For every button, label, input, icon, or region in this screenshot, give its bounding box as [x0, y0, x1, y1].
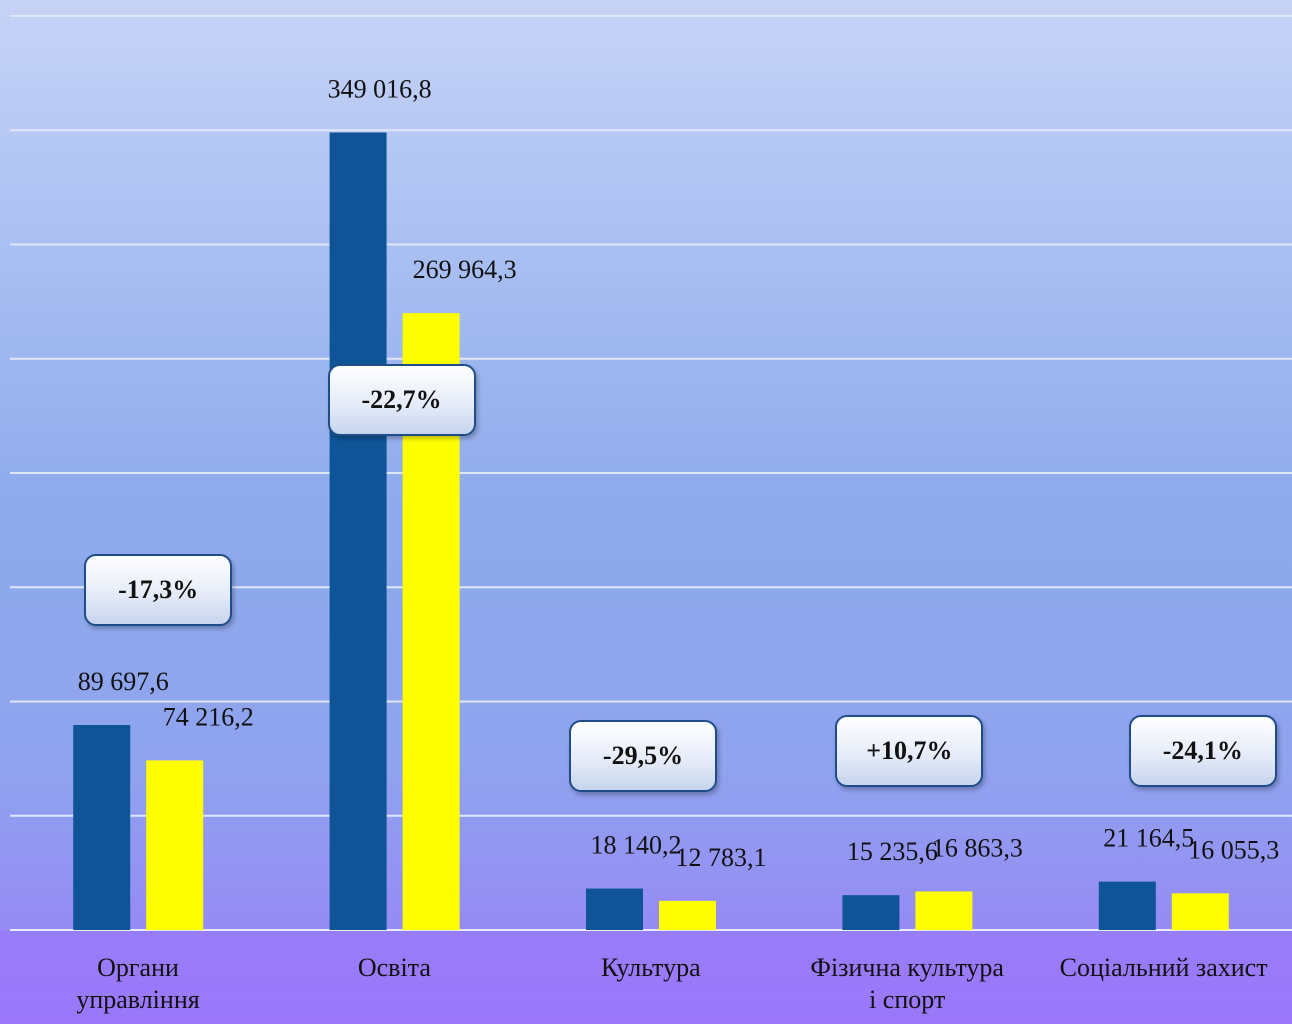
bar	[915, 891, 973, 930]
x-tick-label: Освіта	[357, 953, 431, 982]
x-tick-label: Культура	[600, 953, 701, 982]
change-badge: -17,3%	[84, 554, 233, 626]
bar	[1171, 893, 1229, 930]
x-tick-label: Фізична культура і спорт	[810, 953, 1004, 1014]
bar	[329, 132, 387, 931]
value-label: 18 140,2	[591, 831, 682, 860]
bar	[842, 895, 900, 930]
x-tick-label: Органи управління	[76, 953, 200, 1014]
value-label: 269 964,3	[413, 255, 517, 284]
bar	[1098, 881, 1156, 930]
value-label: 16 863,3	[932, 833, 1023, 862]
bar	[659, 900, 716, 930]
value-label: 349 016,8	[328, 74, 432, 103]
bar	[73, 725, 131, 930]
change-badge: -29,5%	[569, 720, 717, 792]
value-label: 89 697,6	[78, 667, 169, 696]
value-label: 74 216,2	[163, 702, 254, 731]
change-badge: +10,7%	[835, 715, 984, 787]
value-label: 16 055,3	[1188, 835, 1279, 864]
value-label: 21 164,5	[1103, 824, 1194, 853]
change-badge: -22,7%	[327, 364, 476, 436]
bar	[586, 888, 643, 930]
change-badge: -24,1%	[1128, 715, 1277, 787]
bottom-band	[0, 930, 1292, 1024]
x-tick-label: Соціальний захист	[1059, 953, 1268, 982]
value-label: 15 235,6	[847, 837, 938, 866]
bar	[146, 760, 204, 930]
value-label: 12 783,1	[676, 843, 767, 872]
